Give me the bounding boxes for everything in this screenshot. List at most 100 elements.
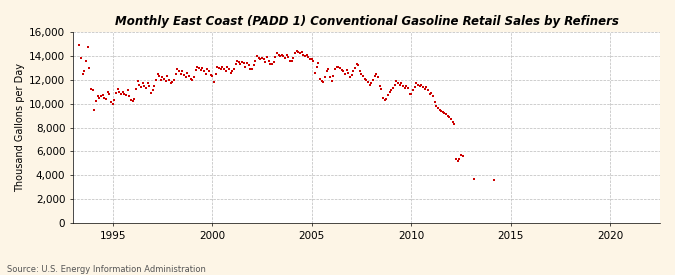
Point [104, 92, 115, 96]
Point [162, 74, 173, 78]
Point [192, 64, 202, 69]
Point [180, 75, 191, 79]
Point [446, 117, 456, 121]
Point [265, 62, 276, 66]
Point [82, 45, 93, 50]
Point [281, 53, 292, 57]
Point [456, 153, 466, 157]
Point [406, 92, 416, 96]
Point [243, 63, 254, 68]
Point [79, 69, 90, 74]
Point [271, 51, 282, 56]
Point [283, 55, 294, 59]
Point [426, 91, 437, 95]
Point [389, 82, 400, 87]
Point [398, 84, 408, 88]
Point [323, 67, 333, 71]
Point [437, 110, 448, 114]
Point [354, 69, 365, 74]
Point [139, 84, 150, 88]
Point [448, 119, 458, 124]
Point [169, 78, 180, 82]
Point [92, 94, 103, 99]
Point [74, 43, 85, 47]
Point [381, 97, 392, 101]
Point [457, 154, 468, 158]
Point [419, 87, 430, 92]
Point [252, 54, 263, 58]
Point [225, 70, 236, 75]
Point [96, 94, 107, 99]
Point [423, 88, 433, 93]
Point [78, 72, 88, 76]
Point [91, 99, 102, 103]
Point [140, 86, 151, 90]
Point [452, 159, 463, 163]
Point [114, 89, 125, 94]
Point [255, 57, 266, 62]
Point [412, 82, 423, 87]
Point [416, 82, 427, 87]
Point [172, 67, 183, 71]
Point [146, 91, 157, 95]
Point [280, 56, 291, 60]
Point [454, 156, 465, 161]
Point [186, 76, 196, 81]
Point [101, 97, 111, 101]
Point [331, 64, 342, 69]
Point [121, 93, 132, 97]
Point [396, 81, 407, 86]
Point [228, 67, 239, 71]
Point [260, 60, 271, 64]
Point [240, 64, 251, 69]
Point [288, 56, 299, 60]
Point [197, 66, 208, 70]
Point [237, 60, 248, 64]
Point [377, 95, 388, 100]
Point [375, 84, 385, 88]
Point [353, 63, 364, 68]
Point [232, 58, 242, 63]
Point [300, 54, 310, 58]
Point [414, 84, 425, 88]
Point [258, 57, 269, 62]
Point [227, 69, 238, 74]
Point [222, 64, 233, 69]
Point [362, 80, 373, 84]
Point [341, 68, 352, 72]
Point [469, 177, 480, 181]
Text: Source: U.S. Energy Information Administration: Source: U.S. Energy Information Administ… [7, 265, 206, 274]
Point [338, 69, 348, 74]
Point [137, 81, 148, 86]
Point [213, 66, 224, 70]
Point [400, 86, 410, 90]
Point [295, 51, 306, 56]
Point [154, 74, 165, 78]
Point [449, 122, 460, 126]
Point [401, 84, 412, 88]
Point [313, 61, 324, 65]
Point [170, 72, 181, 76]
Point [220, 69, 231, 74]
Point [328, 74, 339, 78]
Point [364, 82, 375, 87]
Point [245, 67, 256, 71]
Point [142, 81, 153, 86]
Point [434, 108, 445, 112]
Point [404, 92, 415, 96]
Point [131, 87, 142, 92]
Point [371, 72, 382, 76]
Point [124, 94, 134, 99]
Point [157, 75, 168, 79]
Point [234, 60, 244, 64]
Point [286, 58, 297, 63]
Point [442, 113, 453, 118]
Point [246, 67, 257, 71]
Point [263, 58, 274, 63]
Point [89, 108, 100, 112]
Point [190, 68, 201, 72]
Point [235, 62, 246, 66]
Point [261, 55, 272, 59]
Point [136, 85, 146, 89]
Point [209, 80, 219, 84]
